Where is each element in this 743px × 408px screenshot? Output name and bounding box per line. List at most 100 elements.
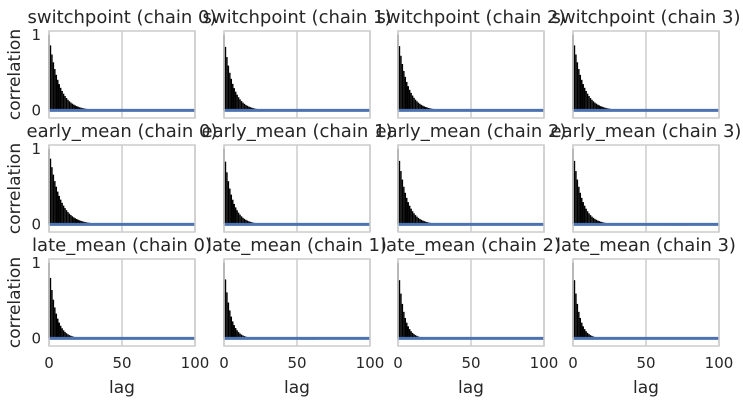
acf-bar [248, 221, 250, 225]
panel-10: late_mean (chain 2) 0 50 100 lag [381, 235, 561, 398]
y-tick-label: 1 [31, 140, 41, 158]
acf-bar [588, 96, 590, 111]
acf-bar [55, 313, 58, 339]
panel-11: late_mean (chain 3) 0 50 100 lag [556, 235, 736, 398]
acf-bar [229, 310, 231, 339]
x-tick-label: 50 [636, 354, 655, 372]
acf-bar [403, 186, 405, 225]
acf-bar [68, 213, 71, 225]
acf-bar [410, 208, 412, 225]
panel-2: switchpoint (chain 2) [376, 7, 566, 119]
acf-bar [61, 328, 63, 339]
acf-bar [595, 219, 598, 225]
panel-frame [223, 258, 371, 347]
acf-bar [423, 221, 426, 225]
acf-bar [240, 101, 243, 111]
acf-bar [76, 106, 78, 111]
acf-bar [81, 221, 84, 225]
acf-bar [594, 218, 596, 225]
panel-title: early_mean (chain 2) [376, 121, 567, 142]
acf-bar [224, 46, 227, 111]
acf-bar [583, 205, 586, 225]
acf-bar [67, 99, 69, 111]
acf-bar [400, 293, 402, 339]
panel-frame [223, 30, 371, 119]
acf-bar [52, 299, 55, 339]
acf-bar [73, 217, 75, 225]
x-tick-label: 100 [705, 354, 734, 372]
acf-bar [414, 335, 417, 339]
y-axis-label: correlation [5, 257, 25, 348]
acf-bar [406, 197, 408, 225]
acf-bar [575, 293, 577, 339]
acf-bar [58, 322, 60, 339]
x-tick-label: 0 [568, 354, 578, 372]
acf-bar [411, 332, 414, 339]
acf-bar [419, 103, 421, 111]
acf-bar [71, 216, 74, 225]
acf-bar [65, 333, 68, 339]
acf-bar [413, 334, 415, 339]
acf-bar [234, 207, 237, 225]
panel-9: late_mean (chain 1) 0 50 100 lag [207, 235, 387, 398]
acf-bar [59, 199, 62, 225]
acf-bar [598, 221, 601, 225]
acf-bar [233, 88, 235, 111]
acf-bar [64, 96, 66, 111]
panel-title: switchpoint (chain 1) [202, 7, 391, 28]
acf-bar [407, 202, 409, 225]
acf-bar [413, 97, 415, 111]
acf-bar [71, 103, 74, 111]
acf-bar [403, 70, 405, 111]
x-axis-label: lag [109, 378, 135, 398]
acf-bar [59, 87, 62, 111]
acf-bar [419, 218, 421, 225]
acf-bar [246, 220, 249, 225]
acf-bar [586, 211, 589, 225]
panel-frame [223, 144, 371, 233]
acf-bar [246, 105, 249, 111]
acf-bar [602, 107, 605, 111]
panel-title: late_mean (chain 2) [381, 235, 561, 256]
panel-title: late_mean (chain 0) [32, 235, 212, 256]
acf-bar [414, 99, 417, 111]
acf-bar [232, 321, 234, 339]
acf-bar [401, 179, 404, 225]
panel-frame [48, 258, 196, 347]
acf-bar [78, 220, 81, 225]
acf-bar [585, 331, 587, 339]
acf-bar [578, 186, 580, 225]
acf-bar [576, 303, 579, 339]
acf-bar [581, 322, 583, 339]
acf-bar [600, 106, 602, 111]
panel-title: switchpoint (chain 3) [551, 7, 740, 28]
acf-bar [416, 101, 418, 111]
x-tick-label: 100 [181, 354, 210, 372]
acf-bar [237, 332, 240, 339]
acf-bar [61, 202, 63, 225]
acf-bar [591, 99, 593, 111]
y-tick-label: 0 [31, 329, 41, 347]
acf-bar [70, 215, 72, 225]
acf-bar [248, 106, 250, 111]
acf-bar [230, 78, 233, 111]
acf-bar [589, 215, 592, 225]
acf-bar [410, 92, 412, 111]
y-tick-label: 0 [31, 215, 41, 233]
acf-bar [411, 95, 414, 111]
acf-bar [597, 104, 599, 111]
panel-title: early_mean (chain 1) [202, 121, 393, 142]
acf-bar [398, 160, 401, 225]
acf-bar [578, 311, 580, 339]
acf-bar [595, 103, 598, 111]
acf-bar [591, 216, 593, 225]
acf-bar [583, 329, 586, 339]
y-tick-label: 1 [31, 26, 41, 44]
acf-bar [417, 217, 420, 225]
acf-bar [408, 329, 411, 339]
y-tick-label: 1 [31, 254, 41, 272]
acf-bar [588, 213, 590, 225]
acf-bar [404, 76, 407, 111]
acf-bar [410, 331, 412, 339]
acf-bar [585, 90, 587, 111]
